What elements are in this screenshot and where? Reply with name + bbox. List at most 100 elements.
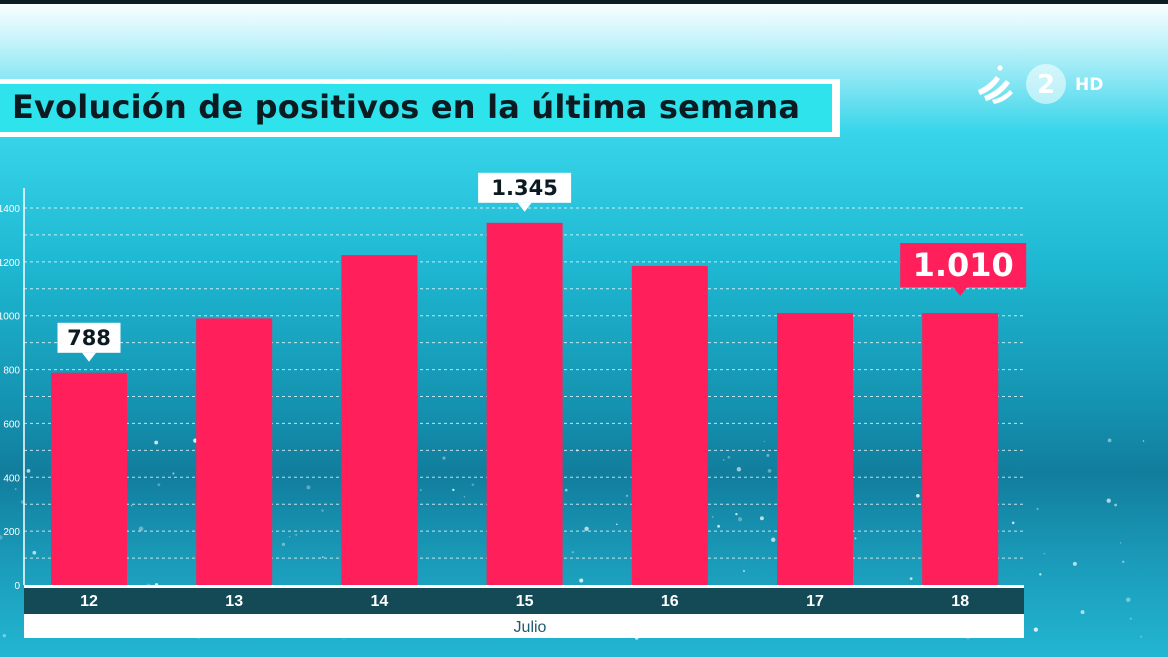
y-tick-label: 1000 [0,312,20,323]
x-tick-label: 12 [80,593,98,610]
sparkle-dot [1129,617,1132,620]
sparkle-dot [1036,507,1039,510]
data-label: 1.010 [913,246,1014,284]
sparkle-dot [743,570,745,572]
data-label-callout: 1.010 [900,243,1027,297]
y-tick-label: 1200 [0,258,20,269]
sparkle-dot [1043,552,1046,555]
sparkle-dot [1140,635,1143,638]
y-tick-label: 400 [3,473,20,484]
x-axis-title-band [24,614,1024,638]
sparkle-dot [343,639,345,641]
x-tick-label: 13 [225,593,243,610]
bar [51,372,127,585]
x-axis: 12 13 14 15 16 17 18 Julio [24,585,1024,638]
bar [777,313,853,585]
sparkle-dot [154,440,159,445]
sparkle-dot [306,485,311,490]
x-axis-line [24,585,1024,588]
data-label: 788 [67,326,111,350]
sparkle-dot [1120,542,1122,544]
title-banner-fill: Evolución de positivos en la última sema… [0,84,832,132]
sparkle-dot [909,577,913,581]
channel-circle [1026,64,1066,104]
sparkle-dot [711,515,714,518]
sparkle-dot [130,504,133,507]
title-banner: Evolución de positivos en la última sema… [0,79,840,137]
sparkle-dot [736,467,742,472]
y-tick-label: 1400 [0,204,20,215]
callout-pointer [82,352,96,362]
callout-pointer [953,287,968,297]
sparkle-dot [138,526,144,532]
x-axis-title: Julio [514,619,547,636]
sparkle-dot [727,455,731,459]
x-tick-label: 14 [371,593,389,610]
sparkle-dot [2,633,7,638]
sparkle-dot [767,469,772,473]
data-label: 1.345 [491,176,557,200]
sparkle-dot [916,494,920,498]
sparkle-dot [1125,597,1131,603]
sparkle-dot [737,517,743,522]
bar [486,222,563,585]
bar [631,265,708,585]
y-tick-label: 600 [3,419,20,430]
sparkle-dot [735,512,738,516]
sparkle-dot [452,488,455,492]
sparkle-dot [0,535,3,540]
callout-pointer [517,202,532,212]
sparkle-dot [1033,627,1038,632]
sparkle-dot [26,469,31,473]
sparkle-dot [1114,503,1118,507]
sparkle-dot [1080,610,1085,615]
sparkle-dot [1039,573,1042,576]
sparkle-dot [722,459,725,461]
sparkle-dot [321,509,324,512]
sparkle-dot [584,526,589,531]
sparkle-dot [172,472,175,475]
callout-box [57,322,121,353]
sparkle-dot [1106,498,1111,503]
sparkle-dot [571,551,574,554]
sparkle-dot [295,534,297,536]
y-tick-label: 200 [3,527,20,538]
data-labels: 788 1.345 1.010 [57,172,1027,362]
channel-number: 2 [1037,70,1055,100]
sparkle-dot [770,537,776,542]
x-axis-band [24,588,1024,614]
sparkle-dot [616,523,618,526]
sparkle-dot [419,489,422,492]
sparkle-dot [854,537,857,540]
y-tick-label: 800 [3,366,20,377]
sparkle-dot [14,488,17,490]
sparkle-dot [442,456,446,460]
sparkle-dot [1142,440,1145,442]
sparkle-dot [717,524,721,528]
hd-label: HD [1075,75,1103,95]
data-label-callout: 788 [57,322,121,362]
top-border-line [0,0,1168,4]
x-tick-label: 16 [661,593,679,610]
bar [341,255,418,585]
sparkle-dot [471,483,475,486]
bars [51,222,999,585]
x-tick-label: 18 [951,593,969,610]
sparkle-dot [766,453,770,457]
sparkle-dot [288,535,291,538]
x-tick-label: 17 [806,593,824,610]
sparkle-dot [1122,560,1125,564]
y-axis: 0 200 400 600 800 1000 1200 1400 [0,188,25,592]
x-tick-label: 15 [516,593,534,610]
y-tick-label: 0 [14,581,20,592]
sparkle-dot [463,496,465,498]
sparkle-dot [1011,521,1015,525]
sparkle-dot [564,488,568,492]
bar [196,318,273,585]
sparkle-dot [321,556,324,558]
sparkle-dot [157,483,161,487]
sparkle-dot [763,440,765,443]
data-label-callout: 1.345 [478,172,572,212]
sparkle-dot [1107,438,1112,443]
